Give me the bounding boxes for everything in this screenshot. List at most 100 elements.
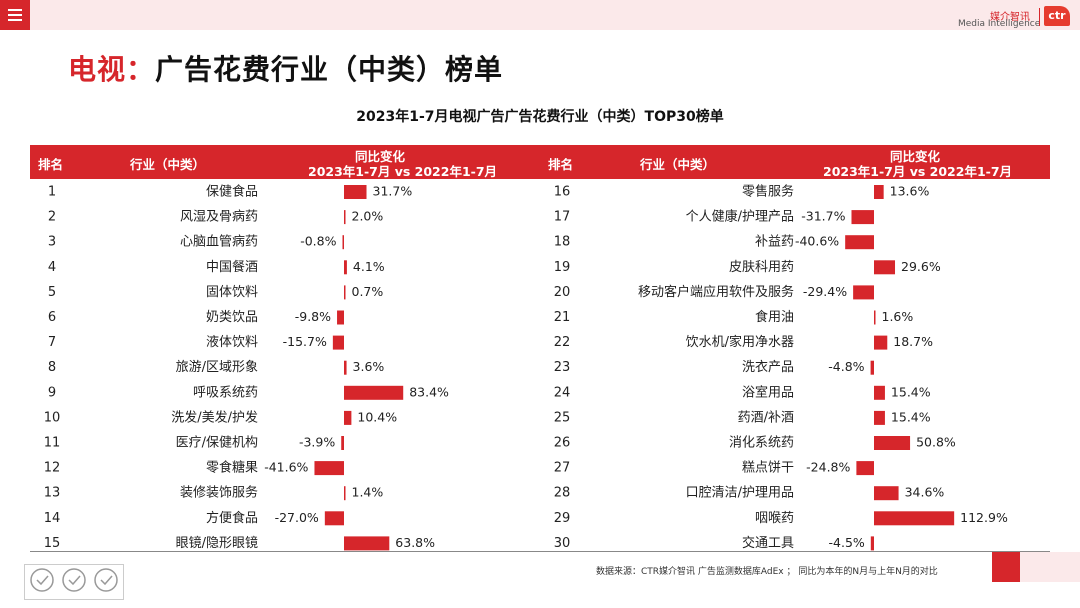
change-label: 83.4%	[409, 384, 449, 399]
rank-cell: 26	[554, 436, 571, 451]
change-label: 112.9%	[960, 510, 1008, 525]
industry-cell: 糕点饼干	[742, 461, 794, 476]
industry-cell: 咽喉药	[755, 511, 794, 526]
rank-cell: 16	[554, 185, 571, 200]
rank-cell: 19	[554, 260, 571, 275]
industry-cell: 中国餐酒	[206, 259, 258, 275]
industry-cell: 皮肤科用药	[729, 260, 794, 275]
industry-cell: 风湿及骨病药	[180, 210, 258, 225]
rank-cell: 24	[554, 385, 571, 400]
industry-cell: 药酒/补酒	[738, 410, 794, 425]
change-label: 63.8%	[395, 535, 435, 550]
page-title-prefix: 电视：	[68, 53, 156, 86]
industry-cell: 消化系统药	[729, 436, 794, 451]
change-bar	[870, 536, 874, 551]
ctr-logo: ctr	[1044, 6, 1070, 26]
industry-cell: 方便食品	[206, 510, 258, 526]
change-label: -9.8%	[295, 309, 331, 324]
industry-cell: 食用油	[755, 309, 794, 325]
industry-cell: 旅游/区域形象	[176, 360, 258, 375]
change-label: 3.6%	[353, 359, 385, 374]
industry-cell: 零食糖果	[206, 460, 258, 476]
menu-button[interactable]	[0, 0, 30, 30]
industry-cell: 零售服务	[742, 184, 794, 200]
rank-cell: 1	[48, 185, 56, 200]
rank-cell: 28	[554, 486, 571, 501]
change-bar	[324, 511, 344, 526]
change-label: 15.4%	[891, 384, 931, 399]
change-bar	[344, 385, 404, 400]
change-label: -41.6%	[264, 460, 308, 475]
industry-cell: 装修装饰服务	[180, 485, 258, 501]
change-label: 15.4%	[891, 409, 931, 424]
rank-cell: 2	[48, 210, 56, 225]
change-bar	[851, 210, 874, 225]
change-bar	[874, 385, 885, 400]
rank-cell: 30	[554, 536, 571, 551]
change-bar	[874, 511, 955, 526]
industry-cell: 交通工具	[742, 535, 794, 551]
change-bar	[314, 461, 344, 476]
change-bar	[344, 536, 390, 551]
rank-cell: 11	[44, 436, 61, 451]
change-bar	[856, 461, 874, 476]
change-bar	[853, 285, 874, 300]
change-label: -4.8%	[828, 359, 864, 374]
rank-cell: 25	[554, 410, 571, 425]
change-bar	[344, 285, 346, 300]
certification-badges	[24, 564, 124, 600]
industry-cell: 眼镜/隐形眼镜	[176, 536, 258, 551]
rank-cell: 17	[554, 210, 571, 225]
change-bar	[874, 310, 876, 325]
change-label: -40.6%	[795, 234, 839, 249]
col-change-subtitle: 2023年1-7月 vs 2022年1-7月	[308, 164, 498, 179]
change-bar	[341, 436, 344, 450]
brand-name-cn: 媒介智讯	[990, 12, 1030, 23]
industry-cell: 移动客户端应用软件及服务	[638, 284, 794, 300]
change-label: 1.6%	[882, 309, 914, 324]
change-bar	[342, 235, 344, 250]
change-bar	[874, 260, 896, 275]
col-change-title-2: 同比变化	[890, 149, 941, 164]
table-bottom-rule	[30, 551, 1050, 552]
rank-cell: 27	[554, 461, 571, 476]
industry-cell: 保健食品	[206, 184, 258, 200]
rank-cell: 23	[554, 360, 571, 375]
rank-cell: 15	[44, 536, 61, 551]
change-label: 0.7%	[352, 284, 384, 299]
change-bar	[874, 410, 885, 425]
industry-cell: 洗衣产品	[742, 359, 794, 375]
table-header: 排名 行业（中类） 同比变化 2023年1-7月 vs 2022年1-7月 排名…	[30, 145, 1050, 179]
change-bar	[344, 185, 367, 199]
col-change-subtitle-2: 2023年1-7月 vs 2022年1-7月	[823, 164, 1013, 179]
rank-cell: 29	[554, 511, 571, 526]
rank-cell: 5	[48, 285, 56, 300]
change-label: -0.8%	[300, 234, 336, 249]
change-bar	[874, 335, 888, 350]
industry-cell: 心脑血管病药	[180, 235, 258, 250]
rank-cell: 21	[554, 310, 571, 325]
change-bar	[344, 486, 346, 501]
change-bar	[344, 210, 346, 225]
top-bar	[0, 0, 1080, 30]
change-bar	[344, 360, 347, 375]
page-title-main: 广告花费行业（中类）榜单	[155, 53, 504, 86]
industry-cell: 奶类饮品	[206, 310, 258, 325]
chart-title: 2023年1-7月电视广告广告花费行业（中类）TOP30榜单	[356, 109, 724, 125]
industry-cell: 浴室用品	[742, 384, 794, 400]
change-label: -27.0%	[275, 510, 319, 525]
rank-cell: 18	[554, 235, 571, 250]
hamburger-icon	[8, 9, 22, 11]
change-label: -29.4%	[803, 284, 847, 299]
change-bar	[874, 185, 884, 199]
brand-divider	[1039, 8, 1040, 26]
change-label: -4.5%	[829, 535, 865, 550]
change-label: 2.0%	[352, 209, 384, 224]
industry-cell: 洗发/美发/护发	[171, 409, 258, 425]
rank-cell: 3	[48, 235, 56, 250]
change-label: 13.6%	[890, 184, 930, 199]
change-label: -15.7%	[283, 334, 327, 349]
change-bar	[332, 335, 344, 350]
rank-cell: 6	[48, 310, 56, 325]
